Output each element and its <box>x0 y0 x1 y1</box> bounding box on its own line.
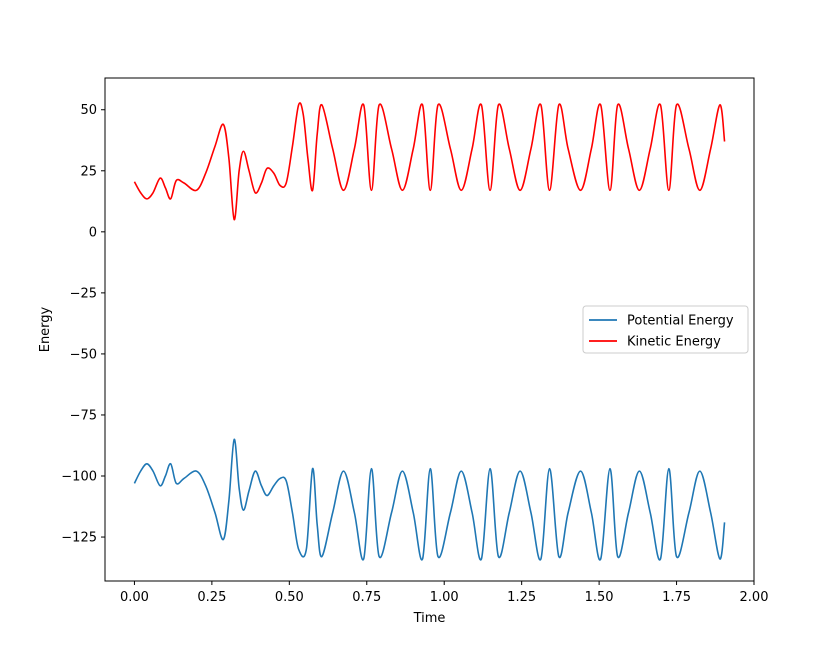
y-axis: 50 25 0 −25 −50 −75 −100 −125 <box>61 103 105 546</box>
x-tick-label: 0.00 <box>120 590 149 605</box>
legend-box <box>582 305 749 354</box>
x-tick-label: 0.25 <box>197 590 226 605</box>
y-tick-label: −50 <box>70 347 97 362</box>
y-tick-label: −125 <box>61 531 97 546</box>
x-tick-label: 1.00 <box>430 590 459 605</box>
y-tick-label: −75 <box>70 408 97 423</box>
y-axis-title: Energy <box>38 306 53 352</box>
y-tick-label: 25 <box>80 164 97 179</box>
y-tick-label: −25 <box>70 286 97 301</box>
series-layer <box>133 102 726 561</box>
x-tick-label: 2.00 <box>740 590 769 605</box>
x-tick-label: 0.75 <box>352 590 381 605</box>
x-axis: 0.00 0.25 0.50 0.75 1.00 1.25 1.50 1.75 2.00 <box>120 581 769 605</box>
plot-area <box>104 77 755 582</box>
legend-label-potential-energy: Potential Energy <box>627 314 734 329</box>
series-line-kinetic-energy <box>133 102 726 221</box>
x-tick-label: 1.50 <box>585 590 614 605</box>
legend: Potential Energy Kinetic Energy <box>582 305 749 354</box>
y-tick-label: −100 <box>61 470 97 485</box>
y-tick-label: 50 <box>80 103 97 118</box>
x-tick-label: 1.25 <box>507 590 536 605</box>
legend-label-kinetic-energy: Kinetic Energy <box>627 335 721 350</box>
axes-frame <box>104 77 755 582</box>
x-axis-title: Time <box>413 611 446 626</box>
series-line-potential-energy <box>133 438 726 561</box>
x-tick-label: 1.75 <box>662 590 691 605</box>
y-tick-label: 0 <box>89 225 97 240</box>
x-tick-label: 0.50 <box>275 590 304 605</box>
